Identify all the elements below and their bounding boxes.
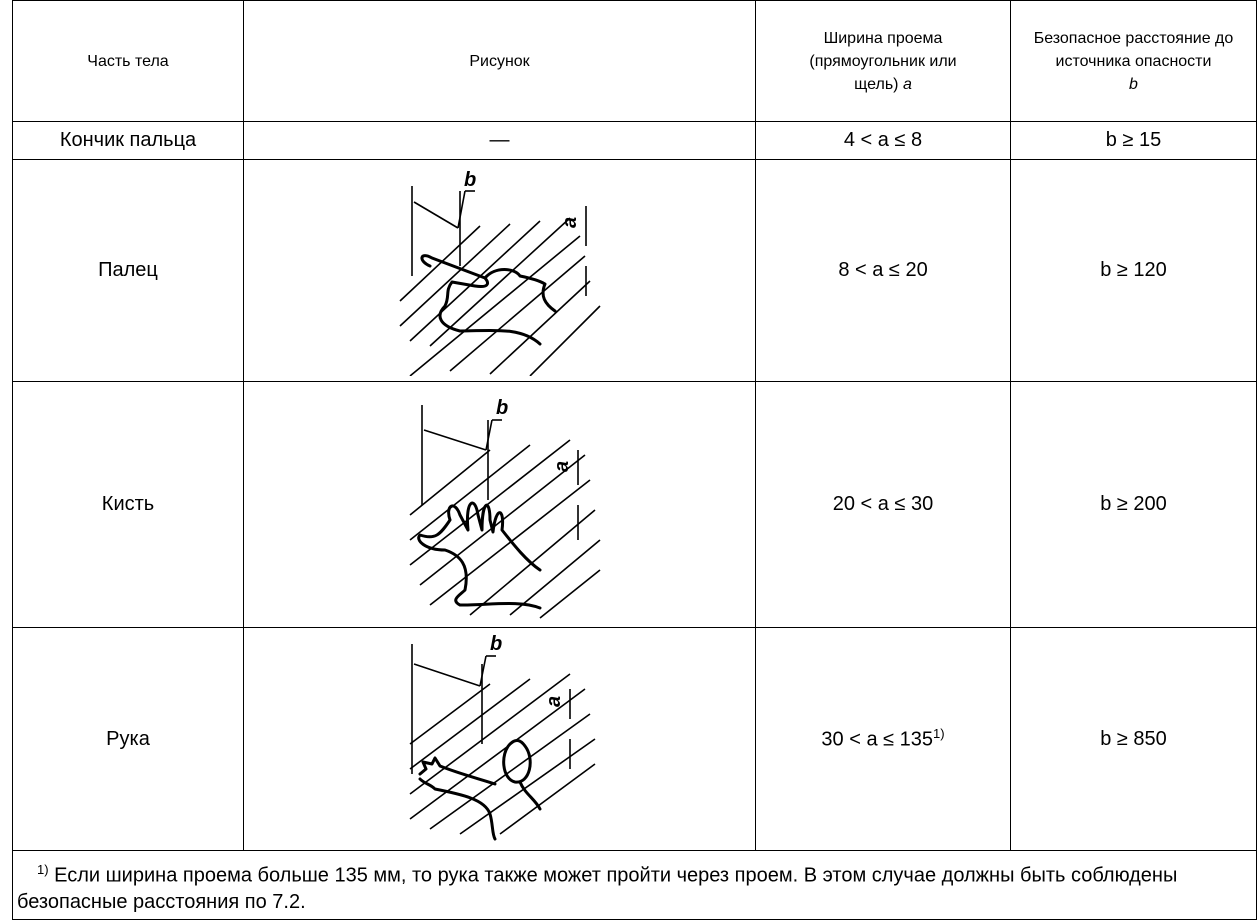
part-cell: Кончик пальца <box>12 121 244 160</box>
row: Палец b a 8 < a ≤ 20 b ≥ 120 <box>12 159 1257 382</box>
figure-cell: b a <box>243 381 756 628</box>
header-text: Рисунок <box>469 52 530 70</box>
part-cell: Палец <box>12 159 244 382</box>
header-cell: Безопасное расстояние до источника опасн… <box>1010 0 1257 122</box>
footnote-text: Если ширина проема больше 135 мм, то рук… <box>17 864 1178 913</box>
row: Кончик пальца — 4 < a ≤ 8 b ≥ 15 <box>12 121 1257 160</box>
header-cell: Рисунок <box>243 0 756 122</box>
figure-cell: — <box>243 121 756 160</box>
figure-cell: b a <box>243 627 756 851</box>
distance-cell: b ≥ 15 <box>1010 121 1257 160</box>
header-symbol: a <box>902 75 912 93</box>
figure-cell: b a <box>243 159 756 382</box>
footnote-row: 1) Если ширина проема больше 135 мм, то … <box>12 850 1257 920</box>
figure-label: a <box>543 696 565 707</box>
header-text: Безопасное расстояние до источника опасн… <box>1033 29 1234 70</box>
finger-figure: b a <box>398 169 601 376</box>
opening-text: 30 < a ≤ 135 <box>821 728 934 751</box>
header-cell: Ширина проема (прямоугольник или щель) a <box>755 0 1011 122</box>
opening-cell: 8 < a ≤ 20 <box>755 159 1011 382</box>
opening-cell: 30 < a ≤ 1351) <box>755 627 1011 851</box>
figure-label: a <box>551 460 573 471</box>
distance-cell: b ≥ 850 <box>1010 627 1257 851</box>
figure-label: b <box>496 397 508 419</box>
header-cell: Часть тела <box>12 0 244 122</box>
header-symbol: b <box>1129 75 1138 93</box>
part-cell: Кисть <box>12 381 244 628</box>
note-ref: 1) <box>933 726 945 742</box>
row: Кисть b a 20 < a ≤ 30 b ≥ 200 <box>12 381 1257 628</box>
safety-table: Часть тела Рисунок Ширина проема (прямоу… <box>12 0 1257 920</box>
distance-cell: b ≥ 200 <box>1010 381 1257 628</box>
figure-label: b <box>464 169 476 191</box>
figure-label: b <box>490 634 502 655</box>
arm-figure: b a <box>409 634 595 841</box>
opening-cell: 4 < a ≤ 8 <box>755 121 1011 160</box>
part-cell: Рука <box>12 627 244 851</box>
row: Рука b a 30 < a ≤ 1351) b ≥ 850 <box>12 627 1257 851</box>
opening-cell: 20 < a ≤ 30 <box>755 381 1011 628</box>
footnote-ref: 1) <box>37 862 49 877</box>
header-row: Часть тела Рисунок Ширина проема (прямоу… <box>12 0 1257 122</box>
figure-label: a <box>559 216 581 227</box>
hand-figure: b a <box>408 397 601 619</box>
header-text: Ширина проема (прямоугольник или щель) <box>809 29 957 93</box>
header-text: Часть тела <box>87 52 169 70</box>
distance-cell: b ≥ 120 <box>1010 159 1257 382</box>
footnote-cell: 1) Если ширина проема больше 135 мм, то … <box>12 850 1257 920</box>
